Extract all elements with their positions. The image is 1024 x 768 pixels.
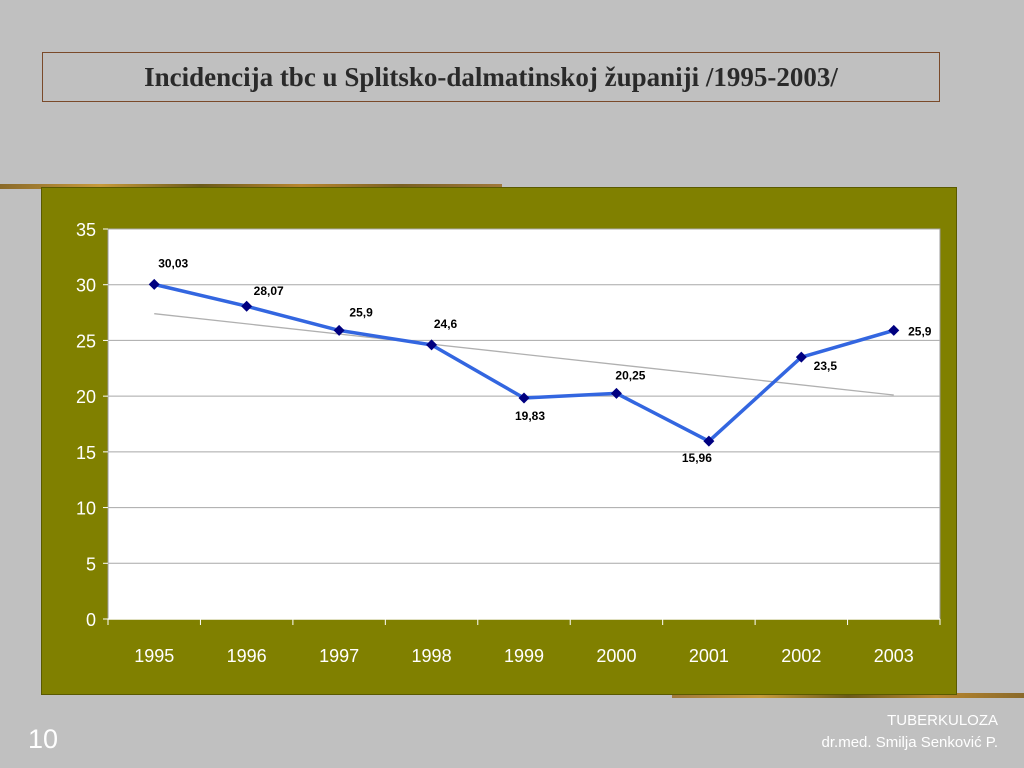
x-tick-label: 2003 <box>874 646 914 666</box>
decorative-stripe-top <box>0 184 502 189</box>
y-tick-label: 20 <box>76 387 96 407</box>
data-label: 28,07 <box>254 284 284 298</box>
data-label: 15,96 <box>682 451 712 465</box>
data-label: 30,03 <box>158 256 188 270</box>
line-chart: 0 5 10 15 20 25 30 35 1995 1996 1997 1998 1999 2000 20… <box>76 220 941 666</box>
data-label: 20,25 <box>615 368 645 382</box>
data-point-marker <box>888 324 900 336</box>
data-point-marker <box>795 351 807 363</box>
chart-frame: 0 5 10 15 20 25 30 35 1995 1996 1997 1998 1999 2000 20… <box>41 187 957 695</box>
data-point-marker <box>518 392 530 404</box>
x-tick-label: 2001 <box>689 646 729 666</box>
data-label: 23,5 <box>814 359 838 373</box>
x-tick-label: 1995 <box>134 646 174 666</box>
data-point-marker <box>610 387 622 399</box>
footer-line-1: TUBERKULOZA <box>887 712 998 729</box>
x-tick-label: 1997 <box>319 646 359 666</box>
y-tick-label: 5 <box>86 554 96 574</box>
y-tick-label: 10 <box>76 499 96 519</box>
data-point-marker <box>703 435 715 447</box>
data-label: 24,6 <box>434 317 458 331</box>
y-tick-label: 25 <box>76 331 96 351</box>
y-tick-label: 15 <box>76 443 96 463</box>
slide-title: Incidencija tbc u Splitsko-dalmatinskoj … <box>144 61 838 92</box>
plot-area <box>107 228 941 620</box>
x-tick-label: 1996 <box>227 646 267 666</box>
footer: TUBERKULOZA dr.med. Smilja Senković P. <box>822 710 998 754</box>
footer-line-2: dr.med. Smilja Senković P. <box>821 734 998 751</box>
data-point-marker <box>241 300 253 312</box>
decorative-stripe-bottom <box>672 693 1024 698</box>
data-label: 25,9 <box>908 324 932 338</box>
x-tick-label: 2000 <box>596 646 636 666</box>
data-label: 19,83 <box>515 409 545 423</box>
x-tick-label: 1998 <box>412 646 452 666</box>
y-tick-label: 0 <box>86 610 96 630</box>
data-label: 25,9 <box>349 305 373 319</box>
data-point-marker <box>333 324 345 336</box>
slide-title-box: Incidencija tbc u Splitsko-dalmatinskoj … <box>42 52 940 102</box>
trend-line <box>154 313 894 396</box>
x-tick-label: 2002 <box>781 646 821 666</box>
slide-number: 10 <box>28 724 59 754</box>
data-point-marker <box>148 278 160 290</box>
y-tick-label: 35 <box>76 220 96 240</box>
data-point-marker <box>426 339 438 351</box>
x-tick-label: 1999 <box>504 646 544 666</box>
y-tick-label: 30 <box>76 276 96 296</box>
